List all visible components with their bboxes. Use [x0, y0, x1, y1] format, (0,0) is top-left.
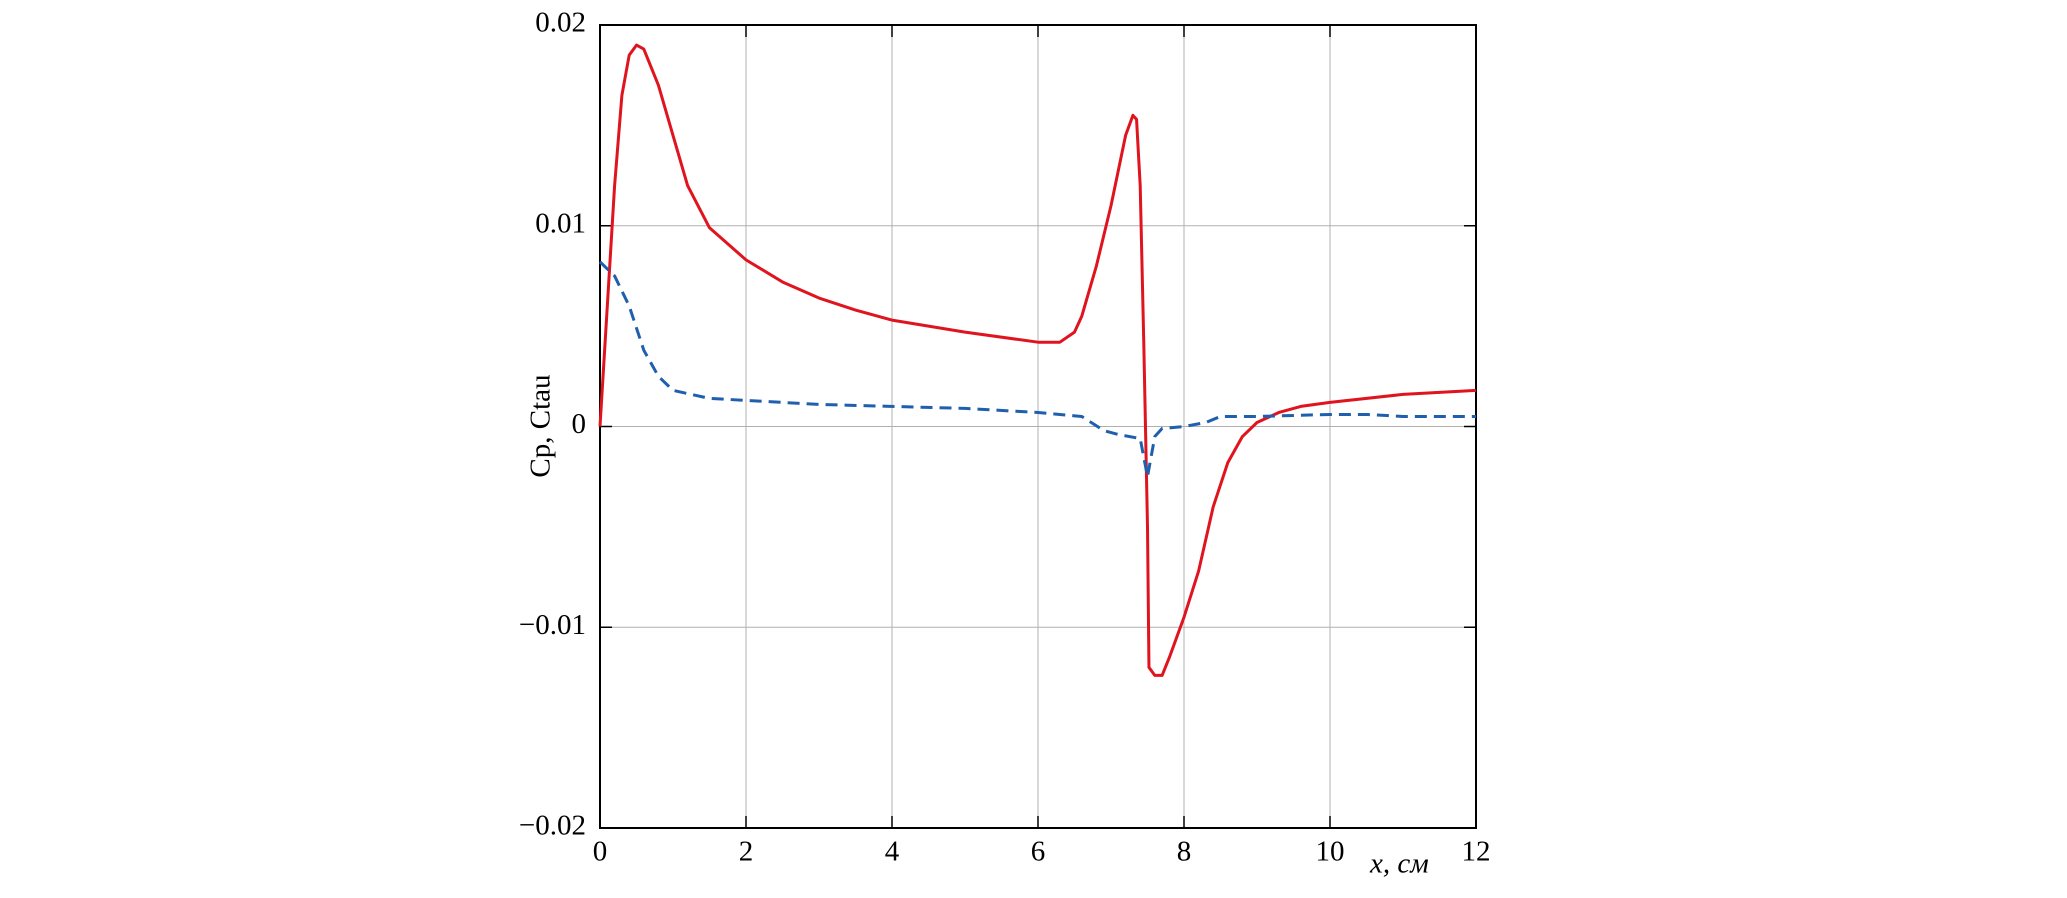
y-tick-label: 0: [572, 408, 587, 440]
x-tick-label: 12: [1462, 836, 1491, 868]
y-tick-label: −0.01: [519, 609, 586, 641]
x-tick-label: 8: [1177, 836, 1192, 868]
series-line: [598, 43, 1477, 677]
x-tick-label: 0: [593, 836, 608, 868]
series-line: [598, 260, 1476, 479]
y-tick-label: 0.01: [535, 207, 586, 239]
x-tick-label: 4: [885, 836, 900, 868]
x-axis-label: x, см: [1369, 848, 1429, 880]
x-tick-label: 2: [739, 836, 754, 868]
y-tick-label: 0.02: [535, 7, 586, 39]
x-tick-label: 10: [1316, 836, 1345, 868]
x-tick-label: 6: [1031, 836, 1046, 868]
y-tick-label: −0.02: [519, 810, 586, 842]
y-axis-label: Cp, Ctau: [525, 374, 557, 477]
